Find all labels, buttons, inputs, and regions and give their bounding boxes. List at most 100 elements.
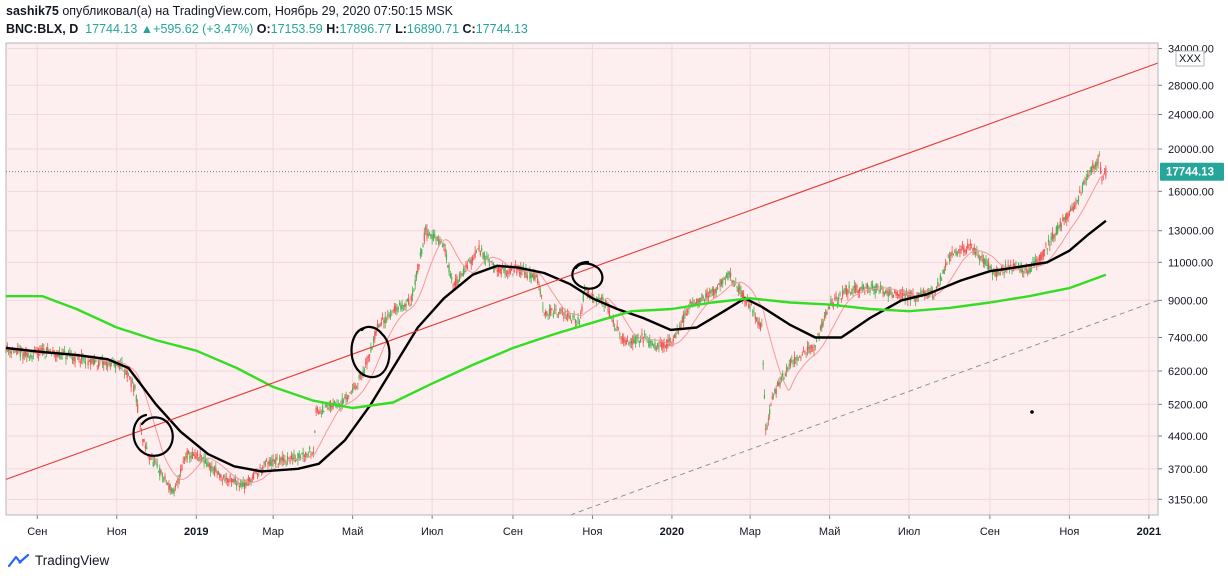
open-value: 17153.59 xyxy=(270,22,323,36)
candle-body xyxy=(96,365,98,367)
candle-body xyxy=(702,296,704,298)
candle-body xyxy=(415,270,418,278)
candle-body xyxy=(131,381,134,383)
candle-body xyxy=(866,284,868,289)
candle-body xyxy=(107,363,109,368)
candle-body xyxy=(148,457,150,460)
candle-body xyxy=(139,424,141,427)
candle-body xyxy=(309,447,311,450)
candle-body xyxy=(449,273,451,278)
candle-body xyxy=(310,454,312,455)
candle-body xyxy=(538,284,540,286)
candle-body xyxy=(389,314,392,318)
low-label: L: xyxy=(395,22,407,36)
candle-body xyxy=(228,478,230,483)
candle-body xyxy=(213,466,216,476)
candle-body xyxy=(65,357,67,359)
candle-body xyxy=(683,313,685,323)
candle-body xyxy=(1080,193,1082,195)
candle-body xyxy=(226,479,229,482)
candle-body xyxy=(1038,255,1041,261)
candle-body xyxy=(912,293,914,298)
candle-body xyxy=(842,290,844,297)
candle-body xyxy=(978,257,981,261)
x-tick-label: Сен xyxy=(503,526,523,538)
candle-body xyxy=(971,244,973,246)
y-tick-label: 20000.00 xyxy=(1168,144,1214,156)
candle-body xyxy=(903,292,905,295)
candle-body xyxy=(825,311,827,317)
candle-body xyxy=(336,404,338,409)
candle-body xyxy=(581,306,583,311)
candle-body xyxy=(123,373,126,375)
candle-body xyxy=(156,463,158,467)
candle-body xyxy=(672,338,674,342)
y-tick-label: 6200.00 xyxy=(1168,366,1208,378)
candle-body xyxy=(398,303,401,305)
candle-body xyxy=(152,462,154,467)
candle-body xyxy=(586,292,588,295)
candle-body xyxy=(500,268,502,275)
candle-body xyxy=(52,349,54,353)
candle-body xyxy=(104,362,106,363)
currency-badge[interactable]: XXX xyxy=(1175,50,1205,67)
candle-body xyxy=(720,279,723,286)
candle-body xyxy=(137,404,139,413)
candle-body xyxy=(787,367,789,370)
candle-body xyxy=(686,311,689,313)
tradingview-brand[interactable]: TradingView xyxy=(7,553,109,568)
candle-body xyxy=(711,288,713,292)
candle-body xyxy=(600,297,603,303)
candle-body xyxy=(681,316,683,323)
candle-body xyxy=(1066,213,1068,221)
candle-body xyxy=(481,248,483,251)
candle-body xyxy=(817,334,819,335)
candle-body xyxy=(319,411,321,413)
candle-body xyxy=(22,353,24,359)
candle-body xyxy=(249,477,251,484)
candle-body xyxy=(443,243,445,247)
candle-body xyxy=(685,313,687,316)
candle-body xyxy=(499,267,501,274)
candle-body xyxy=(460,273,462,275)
candle-body xyxy=(804,350,806,352)
candle-body xyxy=(821,322,823,329)
candle-body xyxy=(862,284,865,290)
symbol-label[interactable]: BNC:BLX, D xyxy=(6,22,79,36)
candle-body xyxy=(954,252,956,253)
candle-body xyxy=(624,340,626,342)
candle-body xyxy=(625,340,627,345)
candle-body xyxy=(513,269,515,273)
candle-body xyxy=(491,261,493,263)
candle-body xyxy=(190,455,192,458)
candle-body xyxy=(143,439,145,442)
plot-area[interactable] xyxy=(5,42,1159,516)
candle-body xyxy=(185,456,187,457)
candle-body xyxy=(425,226,427,230)
candle-body xyxy=(482,252,484,258)
candle-body xyxy=(314,430,316,433)
candle-body xyxy=(305,452,307,458)
candle-body xyxy=(71,358,74,361)
candle-body xyxy=(361,375,363,377)
candle-body xyxy=(353,382,355,389)
candle-body xyxy=(492,263,494,268)
candle-body xyxy=(810,345,812,348)
candle-body xyxy=(5,348,7,353)
candle-body xyxy=(194,452,196,459)
candle-body xyxy=(656,343,659,347)
candle-body xyxy=(385,321,388,323)
candle-body xyxy=(441,245,444,247)
author-name[interactable]: sashik75 xyxy=(6,4,59,18)
candle-body xyxy=(118,364,120,369)
candle-body xyxy=(1063,217,1065,220)
candle-body xyxy=(770,405,772,407)
candle-body xyxy=(393,306,395,312)
candle-body xyxy=(878,290,880,292)
candle-body xyxy=(997,270,999,274)
candle-body xyxy=(54,354,57,357)
candle-body xyxy=(27,353,29,358)
y-tick-label: 4400.00 xyxy=(1168,431,1208,443)
candle-body xyxy=(885,290,887,294)
